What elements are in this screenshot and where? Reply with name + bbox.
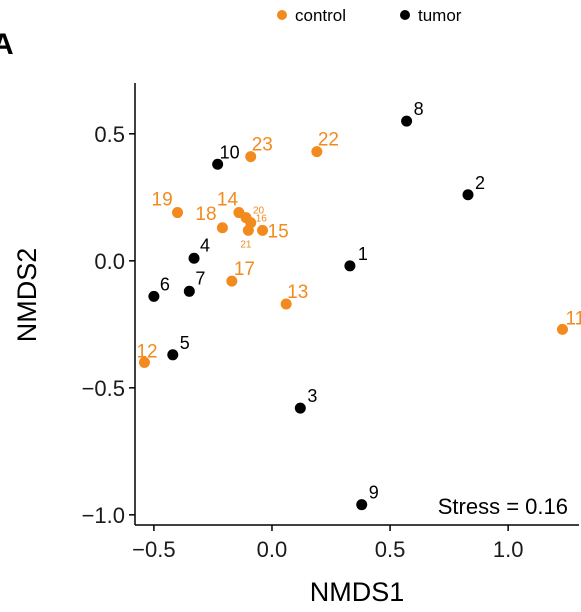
point-label: 9 <box>369 483 379 503</box>
point-label: 22 <box>318 130 339 151</box>
x-axis-title: NMDS1 <box>310 577 405 607</box>
legend-label-control: control <box>295 6 346 25</box>
x-tick-label: 0.5 <box>375 537 406 562</box>
y-tick-label: −1.0 <box>82 503 125 528</box>
point-label: 16 <box>256 214 268 225</box>
stress-annotation: Stress = 0.16 <box>438 494 568 519</box>
panel-label: A <box>0 28 14 61</box>
point-label: 4 <box>200 235 210 255</box>
point-control <box>280 298 292 310</box>
point-tumor <box>462 189 474 201</box>
y-tick-label: 0.5 <box>94 122 125 147</box>
point-label: 1 <box>358 244 368 264</box>
x-tick-label: 0.0 <box>257 537 288 562</box>
point-label: 10 <box>220 142 240 162</box>
point-control <box>245 151 257 163</box>
x-axis-ticks: −0.5 0.0 0.5 1.0 <box>132 525 523 562</box>
point-label: 23 <box>252 135 273 156</box>
point-label: 11 <box>565 308 581 329</box>
point-control <box>240 212 252 224</box>
point-label: 17 <box>234 259 255 280</box>
point-label: 21 <box>240 239 252 250</box>
y-tick-label: 0.0 <box>94 249 125 274</box>
point-tumor <box>344 260 356 272</box>
x-tick-label: 1.0 <box>493 537 524 562</box>
point-label: 18 <box>195 204 216 225</box>
point-label: 20 <box>253 206 265 217</box>
point-label: 3 <box>307 386 317 406</box>
point-label: 13 <box>287 282 308 303</box>
legend-swatch-control <box>277 10 287 20</box>
point-tumor <box>294 402 306 414</box>
y-axis-ticks: −1.0 −0.5 0.0 0.5 <box>82 122 135 528</box>
point-label: 12 <box>136 341 157 362</box>
point-tumor <box>183 285 195 297</box>
point-control <box>226 275 238 287</box>
point-control <box>242 224 254 236</box>
x-tick-label: −0.5 <box>132 537 175 562</box>
point-label: 8 <box>414 99 424 119</box>
point-tumor <box>167 349 179 361</box>
point-tumor <box>148 290 160 302</box>
data-points <box>138 115 568 511</box>
point-label: 5 <box>180 333 190 353</box>
point-control <box>556 323 568 335</box>
legend-swatch-tumor <box>400 10 410 20</box>
y-axis-title: NMDS2 <box>12 248 42 343</box>
point-tumor <box>188 252 200 264</box>
legend: control tumor <box>277 6 462 25</box>
point-label: 15 <box>268 221 289 242</box>
point-tumor <box>356 499 368 511</box>
legend-label-tumor: tumor <box>418 6 462 25</box>
point-control <box>138 356 150 368</box>
y-tick-label: −0.5 <box>82 376 125 401</box>
point-label: 14 <box>217 190 239 211</box>
point-label: 2 <box>475 173 485 193</box>
point-tumor <box>401 115 413 127</box>
point-label: 6 <box>160 274 170 294</box>
point-label: 7 <box>195 268 205 288</box>
point-control <box>257 224 269 236</box>
point-control <box>216 222 228 234</box>
point-control <box>311 146 323 158</box>
point-tumor <box>212 158 224 170</box>
point-label: 19 <box>152 190 173 211</box>
point-control <box>172 207 184 219</box>
